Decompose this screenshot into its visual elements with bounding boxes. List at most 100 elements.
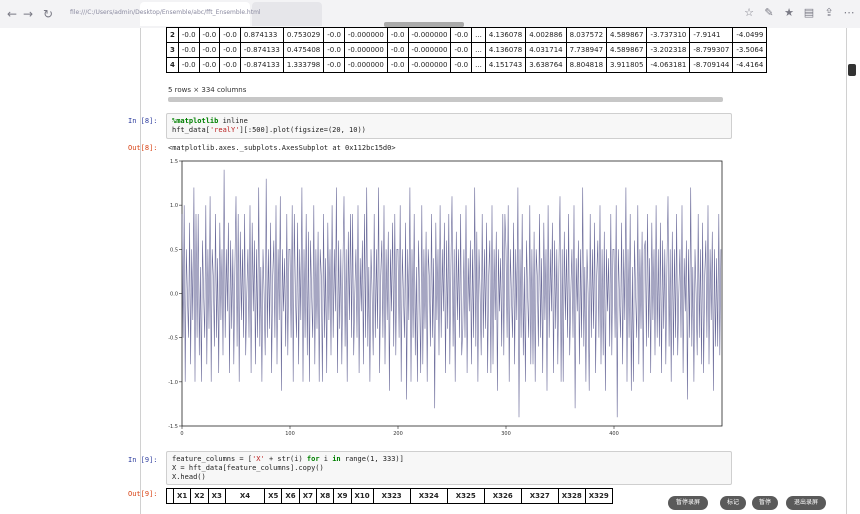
horizontal-scrollbar[interactable] [168,97,723,102]
dataframe-top: 2 -0.0 -0.0 -0.0 0.874133 0.753029 -0.0 -0.0000… [166,27,768,73]
x-tick-label: 400 [609,431,619,437]
table-cell: -8.709144 [689,57,734,73]
table-cell: -3.202318 [646,42,691,58]
code-text: + str(i) [264,455,307,463]
code-cell-8[interactable]: %matplotlib inline hft_data['realY'][:50… [166,113,732,139]
column-header: X326 [483,488,522,504]
column-header: X324 [409,488,448,504]
series-line [181,169,722,418]
code-text: X = hft_data[feature_columns].copy() [172,464,324,472]
input-prompt: In [8]: [128,117,158,125]
table-cell: -0.000000 [343,27,388,43]
table-cell: -0.0 [323,57,345,73]
favorites-icon[interactable]: ★ [784,6,794,19]
code-cell-9[interactable]: feature_columns = ['X' + str(i) for i in… [166,451,732,485]
column-header: X6 [281,488,300,504]
code-text: X.head() [172,473,206,481]
more-menu-icon[interactable]: ⋯ [843,6,855,19]
output-text: <matplotlib.axes._subplots.AxesSubplot a… [168,144,396,152]
magic-arg: inline [218,117,248,125]
table-cell: ... [471,57,486,73]
table-cell: -0.0 [450,27,473,43]
x-tick-label: 300 [501,431,511,437]
top-scroll-indicator[interactable] [384,22,464,27]
table-cell: -0.000000 [407,57,452,73]
table-cell: -3.5064 [732,42,768,58]
record-pause-button[interactable]: 暂停录屏 [668,496,708,510]
browser-tab[interactable] [252,2,322,26]
table-cell: ... [471,27,486,43]
table-cell: -0.874133 [239,42,284,58]
x-tick-label: 200 [393,431,403,437]
table-cell: -0.0 [323,42,345,58]
table-cell: -0.0 [219,27,241,43]
column-header: X10 [350,488,374,504]
table-cell: 3.911805 [606,57,648,73]
code-keyword: for [306,455,320,463]
scroll-thumb[interactable] [848,64,856,76]
table-header-row: X1 X2 X3 X4 X5 X6 X7 X8 X9 X10 X323 X324 X325 X326 X32… [166,488,613,504]
table-cell: -0.874133 [239,57,284,73]
table-cell: -4.063181 [646,57,691,73]
y-tick-label: 1.5 [170,159,178,165]
code-text: i [319,455,333,463]
table-cell: 4.151743 [484,57,527,73]
column-header: X2 [190,488,209,504]
table-cell: -0.0 [177,57,200,73]
table-cell: -8.799307 [689,42,734,58]
bookmark-star-icon[interactable]: ☆ [744,6,754,19]
table-cell: -0.0 [323,27,345,43]
table-cell: 0.874133 [239,27,284,43]
column-header: X329 [584,488,613,504]
reload-icon[interactable]: ↻ [42,7,54,21]
table-cell: -0.0 [177,27,200,43]
output-prompt: Out[9]: [128,490,158,498]
exit-record-button[interactable]: 退出录屏 [786,496,826,510]
table-cell: -0.0 [198,42,221,58]
y-tick-label: -1.5 [168,424,178,430]
mark-button[interactable]: 标记 [720,496,746,510]
magic-keyword: %matplotlib [172,117,219,125]
table-cell: 0.753029 [282,27,325,43]
forward-arrow-icon[interactable]: → [22,7,34,21]
row-index: 2 [166,27,179,43]
table-cell: -0.000000 [407,27,452,43]
table-cell: -0.000000 [407,42,452,58]
x-tick-label: 0 [180,431,183,437]
output-prompt: Out[8]: [128,144,158,152]
table-cell: 8.037572 [565,27,608,43]
row-index: 3 [166,42,179,58]
column-header: X1 [172,488,192,504]
code-text: hft_data[ [172,126,210,134]
table-cell: -4.0499 [732,27,768,43]
table-cell: 0.475408 [282,42,325,58]
share-icon[interactable]: ⇪ [824,6,834,19]
page-left-edge [140,28,141,514]
column-header: X9 [333,488,352,504]
y-tick-label: -1.0 [168,380,178,386]
page-scroll-thumb[interactable] [846,60,858,90]
table-cell: ... [471,42,486,58]
table-cell: -0.0 [450,57,473,73]
column-header: X323 [372,488,411,504]
browser-tab-active[interactable] [140,2,250,26]
code-text: range(1, 333)] [340,455,404,463]
column-header: X327 [520,488,559,504]
x-tick-label: 100 [285,431,295,437]
extension-icon[interactable]: ✎ [764,6,774,19]
back-arrow-icon[interactable]: ← [6,7,18,21]
pause-button[interactable]: 暂停 [752,496,778,510]
dataframe-shape-text: 5 rows × 334 columns [168,86,247,94]
table-cell: 7.738947 [565,42,608,58]
y-tick-label: -0.5 [168,336,178,342]
browser-toolbar: ← → ↻ file:///C:/Users/admin/Desktop/Ens… [0,0,860,29]
column-header: X325 [446,488,485,504]
y-tick-label: 1.0 [170,203,178,209]
table-cell: -0.0 [198,57,221,73]
table-cell: -7.9141 [689,27,734,43]
reading-list-icon[interactable]: ▤ [803,6,815,19]
code-text: ][:500].plot(figsize=(20, 10)) [239,126,366,134]
table-cell: -0.000000 [343,57,388,73]
table-row: 3 -0.0 -0.0 -0.0 -0.874133 0.475408 -0.0 -0.000… [166,42,768,58]
address-bar[interactable]: file:///C:/Users/admin/Desktop/Ensemble/… [70,9,261,16]
